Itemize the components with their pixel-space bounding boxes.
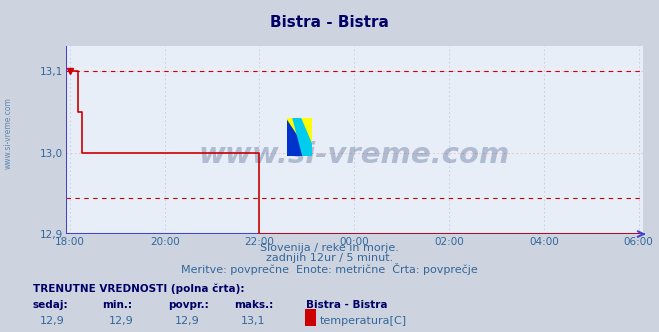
Text: povpr.:: povpr.: [168, 300, 209, 310]
Text: 12,9: 12,9 [175, 316, 200, 326]
Text: Slovenija / reke in morje.: Slovenija / reke in morje. [260, 243, 399, 253]
Polygon shape [287, 118, 312, 156]
Text: min.:: min.: [102, 300, 132, 310]
Text: www.si-vreme.com: www.si-vreme.com [198, 141, 510, 169]
Polygon shape [293, 118, 312, 156]
Text: Bistra - Bistra: Bistra - Bistra [306, 300, 388, 310]
Text: maks.:: maks.: [234, 300, 273, 310]
Text: 12,9: 12,9 [40, 316, 65, 326]
Text: sedaj:: sedaj: [33, 300, 69, 310]
Text: Bistra - Bistra: Bistra - Bistra [270, 15, 389, 30]
Text: 13,1: 13,1 [241, 316, 265, 326]
Text: Meritve: povprečne  Enote: metrične  Črta: povprečje: Meritve: povprečne Enote: metrične Črta:… [181, 263, 478, 275]
Text: TRENUTNE VREDNOSTI (polna črta):: TRENUTNE VREDNOSTI (polna črta): [33, 284, 244, 294]
Text: zadnjih 12ur / 5 minut.: zadnjih 12ur / 5 minut. [266, 253, 393, 263]
Text: 12,9: 12,9 [109, 316, 134, 326]
Text: www.si-vreme.com: www.si-vreme.com [3, 97, 13, 169]
Polygon shape [287, 118, 312, 156]
Text: temperatura[C]: temperatura[C] [320, 316, 407, 326]
